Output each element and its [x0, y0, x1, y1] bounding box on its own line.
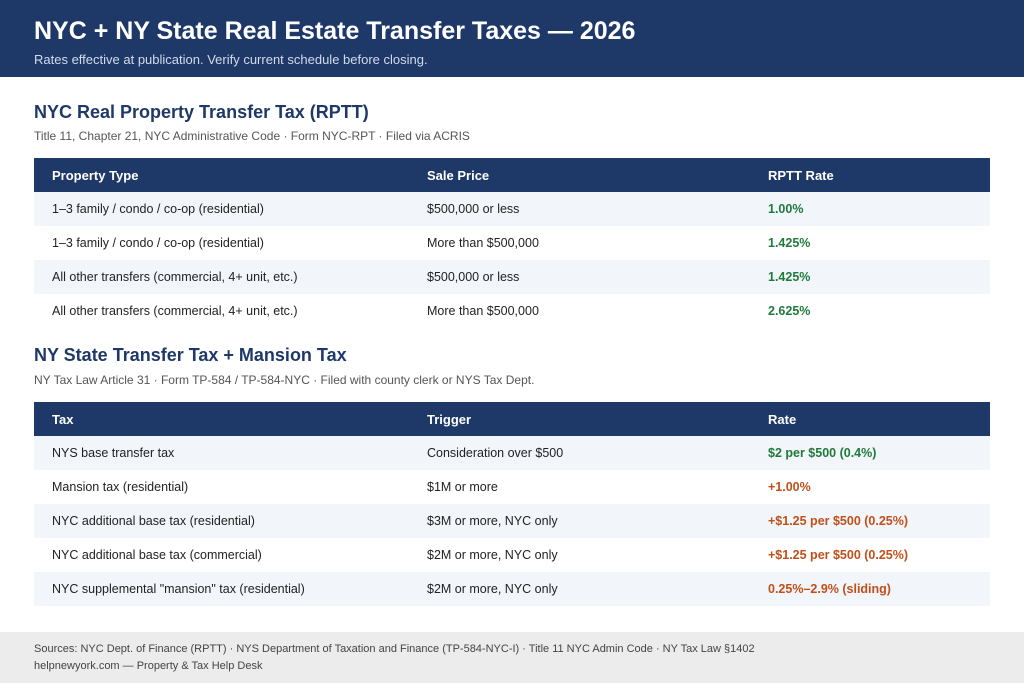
column-header: Rate: [768, 411, 797, 427]
table-cell: More than $500,000: [427, 236, 539, 250]
table-cell: $500,000 or less: [427, 202, 520, 216]
footer: Sources: NYC Dept. of Finance (RPTT) · N…: [0, 632, 1024, 683]
column-header: Tax: [52, 411, 74, 427]
section-subtitle: Title 11, Chapter 21, NYC Administrative…: [34, 129, 470, 143]
header: NYC + NY State Real Estate Transfer Taxe…: [0, 0, 1024, 77]
table-cell: 1–3 family / condo / co-op (residential): [52, 202, 264, 216]
table-row: 1–3 family / condo / co-op (residential)…: [34, 226, 990, 260]
table-cell: NYC supplemental "mansion" tax (resident…: [52, 582, 305, 596]
column-header: Trigger: [427, 411, 472, 427]
table-cell: All other transfers (commercial, 4+ unit…: [52, 270, 298, 284]
section-title: NY State Transfer Tax + Mansion Tax: [34, 345, 347, 365]
table-header: Tax Trigger Rate: [34, 402, 990, 436]
table-cell: $500,000 or less: [427, 270, 520, 284]
table-cell: 1–3 family / condo / co-op (residential): [52, 236, 264, 250]
rate-cell: +$1.25 per $500 (0.25%): [768, 514, 909, 528]
footer-sources: Sources: NYC Dept. of Finance (RPTT) · N…: [34, 643, 755, 655]
table-cell: All other transfers (commercial, 4+ unit…: [52, 304, 298, 318]
rate-cell: 2.625%: [768, 304, 811, 318]
footer-site: helpnewyork.com — Property & Tax Help De…: [34, 660, 263, 672]
rate-cell: 1.425%: [768, 270, 811, 284]
table-row: All other transfers (commercial, 4+ unit…: [34, 294, 990, 328]
table: Tax Trigger Rate NYS base transfer tax Consi…: [34, 402, 990, 606]
table-cell: $1M or more: [427, 480, 498, 494]
table-row: NYS base transfer tax Consideration over …: [34, 436, 990, 470]
column-header: Property Type: [52, 167, 139, 183]
column-header: RPTT Rate: [768, 167, 834, 183]
table-cell: NYC additional base tax (commercial): [52, 548, 262, 562]
table-row: NYC additional base tax (residential) $3M…: [34, 504, 990, 538]
table-cell: Mansion tax (residential): [52, 480, 189, 494]
table-cell: NYS base transfer tax: [52, 446, 175, 460]
table-cell: More than $500,000: [427, 304, 539, 318]
table-cell: $3M or more, NYC only: [427, 514, 558, 528]
table-row: Mansion tax (residential) $1M or more +1.0…: [34, 470, 990, 504]
section-title: NYC Real Property Transfer Tax (RPTT): [34, 102, 369, 122]
table-row: NYC additional base tax (commercial) $2M …: [34, 538, 990, 572]
table-row: 1–3 family / condo / co-op (residential)…: [34, 192, 990, 226]
table: Property Type Sale Price RPTT Rate 1–3 fami…: [34, 158, 990, 328]
rate-cell: 1.425%: [768, 236, 811, 250]
table-cell: $2M or more, NYC only: [427, 548, 558, 562]
column-header: Sale Price: [427, 167, 490, 183]
rate-cell: 1.00%: [768, 202, 804, 216]
rate-cell: 0.25%–2.9% (sliding): [768, 582, 891, 596]
section-subtitle: NY Tax Law Article 31 · Form TP-584 / TP…: [34, 373, 535, 387]
table-cell: NYC additional base tax (residential): [52, 514, 255, 528]
rate-cell: +1.00%: [768, 480, 811, 494]
table-header: Property Type Sale Price RPTT Rate: [34, 158, 990, 192]
rate-cell: +$1.25 per $500 (0.25%): [768, 548, 909, 562]
table-row: NYC supplemental "mansion" tax (resident…: [34, 572, 990, 606]
table-row: All other transfers (commercial, 4+ unit…: [34, 260, 990, 294]
rate-cell: $2 per $500 (0.4%): [768, 446, 877, 460]
table-cell: Consideration over $500: [427, 446, 564, 460]
table-cell: $2M or more, NYC only: [427, 582, 558, 596]
page-subtitle: Rates effective at publication. Verify c…: [34, 52, 428, 67]
page-title: NYC + NY State Real Estate Transfer Taxe…: [34, 17, 636, 45]
